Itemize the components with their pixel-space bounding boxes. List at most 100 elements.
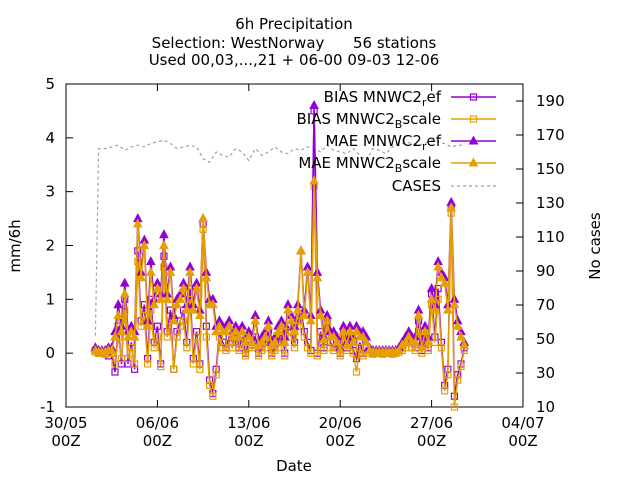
y-tick-label: 5 (45, 75, 55, 93)
point-mae_bscale (358, 331, 368, 341)
point-mae_bscale (322, 315, 332, 325)
point-bias_bscale (127, 344, 135, 352)
legend-label: BIAS MNWC2ref (324, 88, 442, 109)
legend-label: CASES (392, 177, 441, 195)
point-bias_bscale (431, 338, 439, 346)
series-group (90, 99, 470, 411)
point-bias_bscale (130, 360, 139, 368)
y2-tick-label: 90 (536, 262, 555, 280)
point-mae_bscale (305, 315, 316, 325)
y2-tick-label: 50 (536, 330, 555, 348)
point-bias_bscale (183, 344, 191, 352)
legend-label-main: BIAS MNWC2 (297, 110, 395, 128)
point-mae_bscale (198, 213, 208, 223)
point-mae_bscale (436, 272, 447, 282)
point-mae_bscale (449, 299, 460, 309)
y-tick-label: -1 (40, 398, 55, 416)
x-tick-label-date: 04/07 (501, 414, 544, 432)
legend-label-main: MAE MNWC2 (325, 132, 421, 150)
point-mae_ref (309, 99, 319, 110)
point-mae_ref (159, 229, 169, 239)
point-bias_bscale (111, 360, 119, 368)
point-mae_bscale (410, 336, 421, 346)
legend-marker (468, 157, 479, 167)
point-mae_bscale (224, 320, 235, 330)
x-tick-label-date: 27/06 (410, 414, 453, 432)
series-line-cases (94, 139, 465, 336)
axes: -1012345103050709011013015017019030/0500… (40, 75, 565, 450)
legend-label-rest: ef (426, 88, 441, 106)
point-mae_bscale (403, 331, 414, 341)
point-bias_bscale (300, 333, 308, 341)
point-mae_bscale (191, 283, 202, 293)
point-mae_bscale (351, 326, 362, 336)
legend-label: BIAS MNWC2Bscale (297, 110, 441, 131)
point-mae_bscale (247, 336, 257, 346)
point-bias_bscale (241, 352, 250, 360)
point-bias_bscale (170, 365, 178, 373)
point-bias_bscale (313, 352, 321, 360)
point-mae_bscale (433, 261, 443, 271)
legend-label-sub: r (422, 96, 427, 109)
legend-label-rest: ef (426, 132, 441, 150)
point-mae_bscale (230, 326, 241, 336)
point-mae_bscale (211, 326, 221, 336)
point-mae_bscale (243, 331, 254, 341)
y-axis-label: mm/6h (6, 219, 24, 272)
title-line-2: Selection: WestNorway 56 stations (152, 34, 437, 52)
point-mae_bscale (136, 272, 146, 282)
point-mae_bscale (335, 344, 346, 354)
point-mae_bscale (208, 299, 218, 309)
point-mae_bscale (227, 331, 238, 341)
point-bias_bscale (137, 322, 145, 330)
point-bias_bscale (457, 363, 465, 371)
point-mae_bscale (283, 304, 293, 314)
point-mae_bscale (332, 336, 342, 346)
point-mae_bscale (430, 304, 440, 314)
y2-tick-label: 70 (536, 296, 555, 314)
legend-label-main: CASES (392, 177, 441, 195)
point-mae_bscale (152, 283, 163, 293)
x-tick-label-time: 00Z (326, 432, 355, 450)
point-bias_ref (153, 322, 161, 330)
legend-label: MAE MNWC2ref (325, 132, 441, 153)
point-mae_bscale (289, 326, 300, 336)
point-mae_bscale (126, 326, 137, 336)
x-tick-label-date: 13/06 (227, 414, 270, 432)
point-mae_bscale (181, 304, 192, 314)
legend-marker (468, 135, 479, 145)
point-mae_bscale (240, 336, 251, 346)
title-line-1: 6h Precipitation (235, 15, 353, 33)
point-mae_ref (119, 277, 130, 287)
point-mae_bscale (185, 266, 195, 276)
point-mae_bscale (302, 266, 313, 276)
y2-tick-label: 110 (536, 228, 565, 246)
y2-tick-label: 170 (536, 126, 565, 144)
point-mae_bscale (328, 331, 339, 341)
point-bias_bscale (212, 371, 220, 379)
series-mae_bscale (90, 175, 470, 356)
x-tick-label-time: 00Z (143, 432, 172, 450)
point-mae_bscale (394, 344, 404, 354)
y-tick-label: 3 (45, 183, 55, 201)
point-mae_bscale (159, 239, 169, 249)
point-bias_bscale (157, 363, 165, 371)
point-mae_bscale (260, 331, 270, 341)
point-mae_bscale (361, 336, 372, 346)
chart-titles: 6h Precipitation Selection: WestNorway 5… (149, 15, 440, 69)
point-mae_bscale (273, 326, 284, 336)
point-mae_bscale (113, 309, 124, 319)
point-mae_bscale (279, 336, 290, 346)
point-mae_bscale (195, 309, 205, 319)
x-tick-label-time: 00Z (234, 432, 263, 450)
point-mae_bscale (439, 277, 450, 287)
point-mae_bscale (221, 326, 231, 336)
legend-label-rest: scale (402, 110, 441, 128)
legend-marker (469, 93, 478, 101)
legend-label-main: BIAS MNWC2 (324, 88, 422, 106)
x-tick-label-time: 00Z (508, 432, 537, 450)
point-bias_bscale (150, 344, 158, 352)
point-mae_ref (113, 299, 124, 309)
point-mae_bscale (139, 239, 150, 249)
